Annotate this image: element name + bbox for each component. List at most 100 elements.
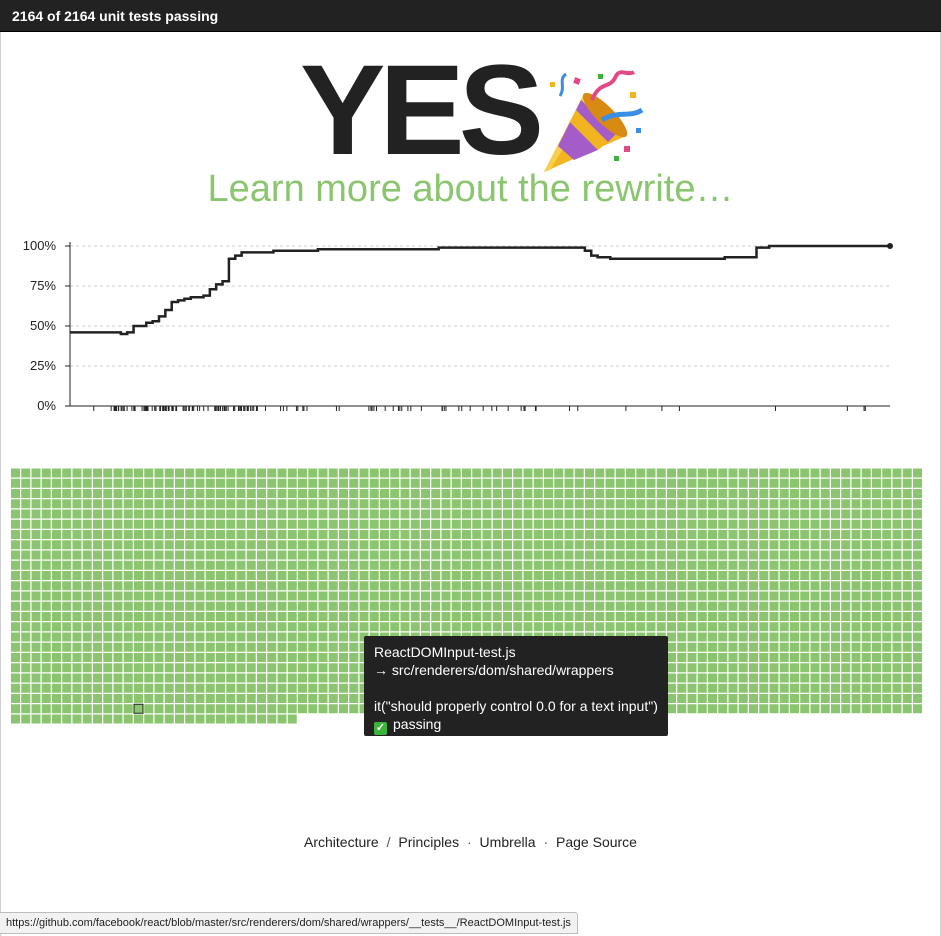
test-cell[interactable] — [800, 601, 810, 611]
test-cell[interactable] — [123, 530, 133, 539]
test-cell[interactable] — [267, 540, 277, 550]
test-cell[interactable] — [687, 489, 697, 498]
test-cell[interactable] — [441, 509, 451, 519]
test-cell[interactable] — [656, 540, 666, 550]
test-cell[interactable] — [523, 612, 533, 621]
test-cell[interactable] — [52, 509, 61, 519]
test-cell[interactable] — [113, 612, 123, 621]
test-cell[interactable] — [82, 642, 92, 652]
test-cell[interactable] — [359, 489, 369, 498]
test-cell[interactable] — [318, 550, 328, 560]
test-cell[interactable] — [861, 694, 871, 703]
test-cell[interactable] — [359, 591, 369, 601]
test-cell[interactable] — [820, 704, 830, 714]
test-cell[interactable] — [779, 612, 789, 621]
test-cell[interactable] — [380, 560, 389, 570]
test-cell[interactable] — [462, 571, 471, 580]
test-cell[interactable] — [113, 550, 123, 560]
test-cell[interactable] — [328, 581, 338, 591]
test-cell[interactable] — [882, 683, 892, 693]
test-cell[interactable] — [62, 622, 72, 632]
test-cell[interactable] — [123, 540, 133, 550]
test-cell[interactable] — [195, 622, 205, 632]
test-cell[interactable] — [175, 581, 184, 591]
test-cell[interactable] — [82, 653, 92, 662]
test-cell[interactable] — [421, 519, 430, 529]
test-cell[interactable] — [738, 632, 748, 642]
test-cell[interactable] — [431, 530, 441, 539]
test-cell[interactable] — [913, 581, 922, 591]
test-cell[interactable] — [779, 704, 789, 714]
test-cell[interactable] — [492, 468, 502, 478]
test-cell[interactable] — [872, 499, 881, 509]
test-cell[interactable] — [113, 489, 123, 498]
test-cell[interactable] — [441, 612, 451, 621]
test-cell[interactable] — [841, 560, 851, 570]
test-cell[interactable] — [728, 530, 738, 539]
test-cell[interactable] — [246, 478, 256, 488]
test-cell[interactable] — [31, 683, 41, 693]
test-cell[interactable] — [851, 581, 861, 591]
test-cell[interactable] — [882, 673, 892, 683]
test-cell[interactable] — [400, 560, 410, 570]
test-cell[interactable] — [318, 632, 328, 642]
test-cell[interactable] — [902, 540, 912, 550]
test-cell[interactable] — [892, 560, 902, 570]
test-cell[interactable] — [523, 571, 533, 580]
test-cell[interactable] — [810, 601, 820, 611]
test-cell[interactable] — [277, 694, 287, 703]
test-cell[interactable] — [31, 663, 41, 673]
test-cell[interactable] — [882, 632, 892, 642]
test-cell[interactable] — [134, 560, 143, 570]
test-cell[interactable] — [636, 519, 646, 529]
test-cell[interactable] — [820, 468, 830, 478]
test-cell[interactable] — [431, 612, 441, 621]
test-cell[interactable] — [902, 663, 912, 673]
test-cell[interactable] — [277, 663, 287, 673]
test-cell[interactable] — [482, 591, 492, 601]
test-cell[interactable] — [800, 571, 810, 580]
test-cell[interactable] — [533, 519, 543, 529]
test-cell[interactable] — [267, 591, 277, 601]
test-cell[interactable] — [31, 673, 41, 683]
test-cell[interactable] — [523, 591, 533, 601]
test-cell[interactable] — [810, 581, 820, 591]
test-cell[interactable] — [831, 663, 840, 673]
test-cell[interactable] — [195, 653, 205, 662]
test-cell[interactable] — [462, 591, 471, 601]
test-cell[interactable] — [154, 663, 164, 673]
test-cell[interactable] — [369, 519, 379, 529]
test-cell[interactable] — [697, 519, 707, 529]
test-cell[interactable] — [800, 540, 810, 550]
test-cell[interactable] — [656, 571, 666, 580]
test-cell[interactable] — [267, 622, 277, 632]
test-cell[interactable] — [185, 530, 195, 539]
test-cell[interactable] — [749, 694, 758, 703]
test-cell[interactable] — [462, 489, 471, 498]
test-cell[interactable] — [216, 530, 225, 539]
test-cell[interactable] — [441, 560, 451, 570]
test-cell[interactable] — [810, 642, 820, 652]
test-cell[interactable] — [861, 632, 871, 642]
test-cell[interactable] — [72, 673, 82, 683]
test-cell[interactable] — [205, 642, 215, 652]
test-cell[interactable] — [728, 663, 738, 673]
test-cell[interactable] — [769, 694, 779, 703]
test-cell[interactable] — [369, 622, 379, 632]
test-cell[interactable] — [462, 499, 471, 509]
test-cell[interactable] — [52, 612, 61, 621]
test-cell[interactable] — [93, 653, 102, 662]
test-cell[interactable] — [154, 509, 164, 519]
test-cell[interactable] — [851, 683, 861, 693]
test-cell[interactable] — [902, 622, 912, 632]
test-cell[interactable] — [861, 509, 871, 519]
test-cell[interactable] — [431, 519, 441, 529]
test-cell[interactable] — [892, 540, 902, 550]
test-cell[interactable] — [841, 478, 851, 488]
test-cell[interactable] — [123, 612, 133, 621]
test-cell[interactable] — [677, 601, 687, 611]
test-cell[interactable] — [328, 612, 338, 621]
test-cell[interactable] — [697, 530, 707, 539]
test-cell[interactable] — [339, 591, 348, 601]
test-cell[interactable] — [718, 622, 728, 632]
